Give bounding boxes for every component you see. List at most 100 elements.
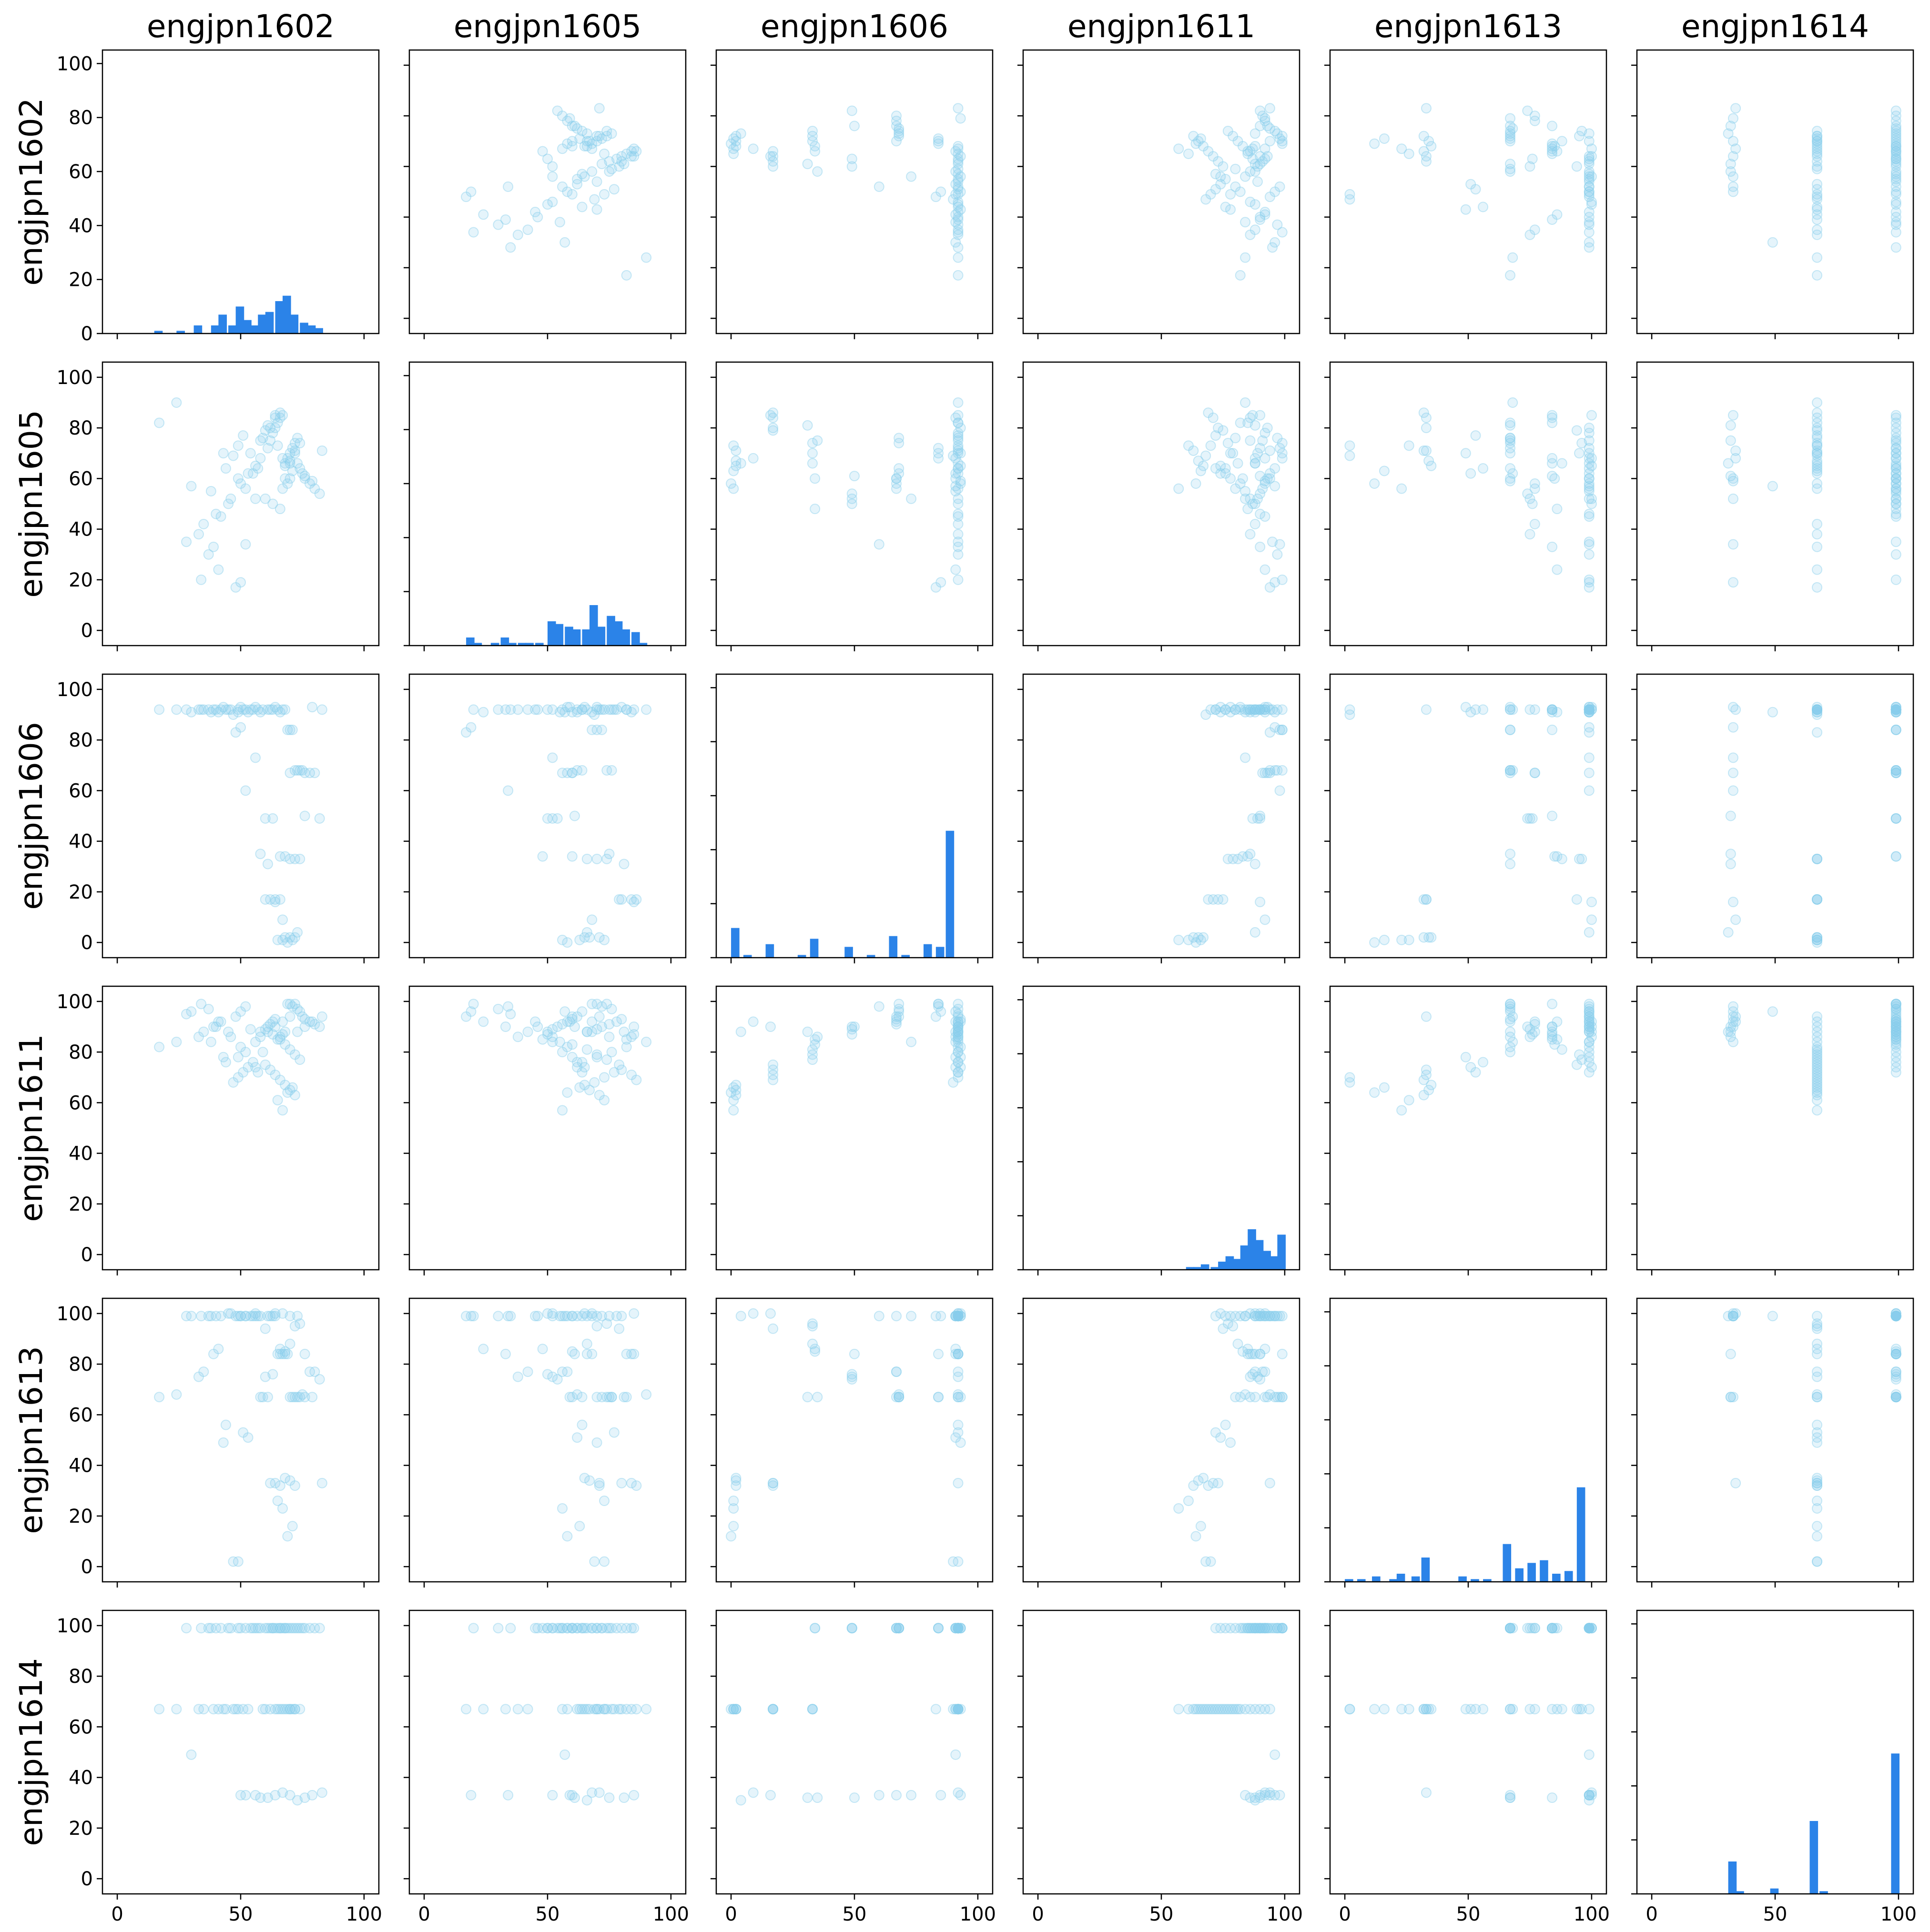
scatter-point-engjpn1614-engjpn1611-49 [1183,1704,1194,1715]
scatter-point-engjpn1606-engjpn1602-60 [154,704,165,715]
scatter-point-engjpn1602-engjpn1611-34 [1255,105,1266,116]
scatter-point-engjpn1605-engjpn1614-22 [1890,410,1901,421]
scatter-point-engjpn1614-engjpn1606-48 [731,1704,742,1715]
scatter-point-engjpn1605-engjpn1606-64 [953,541,964,552]
scatter-point-engjpn1614-engjpn1605-49 [599,1704,610,1715]
scatter-point-engjpn1611-engjpn1602-56 [243,1062,254,1072]
scatter-point-engjpn1613-engjpn1606-20 [953,1348,964,1359]
scatter-point-engjpn1602-engjpn1611-8 [1235,186,1246,197]
scatter-point-engjpn1602-engjpn1606-56 [950,179,961,190]
scatter-point-engjpn1602-engjpn1606-78 [953,103,964,114]
scatter-point-engjpn1602-engjpn1613-6 [1586,196,1597,207]
scatter-point-engjpn1613-engjpn1614-18 [1890,1311,1901,1322]
scatter-point-engjpn1614-engjpn1613-53 [1344,1704,1355,1715]
scatter-point-engjpn1614-engjpn1606-13 [953,1623,964,1634]
scatter-point-engjpn1614-engjpn1602-38 [280,1623,291,1634]
scatter-point-engjpn1606-engjpn1611-73 [1260,914,1270,925]
scatter-point-engjpn1602-engjpn1606-16 [953,159,964,170]
scatter-point-engjpn1606-engjpn1613-61 [1507,704,1518,715]
scatter-point-engjpn1611-engjpn1602-23 [280,1026,291,1037]
scatter-point-engjpn1602-engjpn1605-79 [559,237,570,248]
scatter-point-engjpn1605-engjpn1606-50 [728,483,739,494]
scatter-point-engjpn1602-engjpn1605-31 [567,121,578,131]
scatter-point-engjpn1606-engjpn1614-71 [1725,859,1736,870]
scatter-point-engjpn1602-engjpn1613-50 [1396,143,1407,154]
scatter-point-engjpn1611-engjpn1602-31 [299,1014,310,1025]
scatter-point-engjpn1605-engjpn1613-2 [1584,536,1595,547]
scatter-point-engjpn1606-engjpn1605-29 [577,765,588,776]
scatter-point-engjpn1606-engjpn1614-54 [1812,704,1823,715]
scatter-point-engjpn1614-engjpn1611-14 [1249,1623,1260,1634]
scatter-point-engjpn1611-engjpn1613-41 [1576,1054,1587,1065]
scatter-point-engjpn1602-engjpn1605-42 [614,161,625,172]
scatter-point-engjpn1606-engjpn1605-4 [532,704,543,715]
scatter-point-engjpn1606-engjpn1613-50 [1396,934,1407,945]
scatter-point-engjpn1605-engjpn1606-19 [955,423,966,434]
scatter-point-engjpn1614-engjpn1606-0 [953,1623,964,1634]
scatter-point-engjpn1606-engjpn1611-38 [1237,851,1248,862]
scatter-point-engjpn1613-engjpn1611-31 [1262,1392,1273,1403]
scatter-point-engjpn1605-engjpn1606-39 [807,458,818,469]
scatter-point-engjpn1606-engjpn1602-43 [265,894,276,905]
scatter-point-engjpn1613-engjpn1611-46 [1198,1473,1209,1484]
scatter-point-engjpn1611-engjpn1605-77 [564,1016,575,1027]
scatter-point-engjpn1611-engjpn1613-19 [1584,1014,1595,1025]
scatter-point-engjpn1611-engjpn1605-1 [493,1003,504,1014]
scatter-point-engjpn1614-engjpn1602-28 [292,1623,303,1634]
scatter-point-engjpn1602-engjpn1611-72 [1255,151,1266,162]
scatter-point-engjpn1606-engjpn1602-77 [307,702,318,713]
column-label-engjpn1611: engjpn1611 [1067,8,1255,45]
y-tick-label-engjpn1613-40: 40 [69,1455,93,1477]
scatter-point-engjpn1605-engjpn1614-40 [1812,448,1823,459]
scatter-point-engjpn1605-engjpn1602-46 [280,460,291,471]
scatter-point-engjpn1614-engjpn1605-14 [587,1623,598,1634]
scatter-point-engjpn1614-engjpn1611-16 [1255,1623,1266,1634]
scatter-point-engjpn1602-engjpn1613-4 [1584,212,1595,223]
scatter-point-engjpn1606-engjpn1602-62 [193,704,204,715]
scatter-point-engjpn1614-engjpn1613-5 [1586,1623,1597,1634]
scatter-point-engjpn1613-engjpn1602-32 [305,1366,315,1377]
scatter-point-engjpn1613-engjpn1602-6 [225,1308,236,1319]
scatter-point-engjpn1602-engjpn1606-54 [953,189,964,200]
y-tick-label-engjpn1614-100: 100 [57,1615,93,1637]
scatter-point-engjpn1611-engjpn1605-24 [587,999,598,1010]
x-tick-label-engjpn1605-50: 50 [536,1903,560,1925]
scatter-point-engjpn1613-engjpn1614-14 [1890,1311,1901,1322]
panel-engjpn1611-vs-engjpn1602 [154,999,327,1116]
scatter-point-engjpn1613-engjpn1602-74 [284,1311,295,1322]
scatter-point-engjpn1614-engjpn1605-35 [547,1623,558,1634]
scatter-point-engjpn1606-engjpn1602-58 [218,702,229,713]
scatter-point-engjpn1611-engjpn1606-61 [953,1036,964,1047]
scatter-point-engjpn1605-engjpn1611-26 [1274,443,1285,454]
scatter-point-engjpn1602-engjpn1605-55 [609,184,620,195]
scatter-point-engjpn1605-engjpn1614-76 [1725,471,1736,482]
scatter-point-engjpn1613-engjpn1611-35 [1252,1371,1263,1382]
scatter-point-engjpn1602-engjpn1613-49 [1403,148,1414,159]
scatter-point-engjpn1605-engjpn1602-42 [260,425,271,436]
scatter-point-engjpn1614-engjpn1606-58 [955,1704,966,1715]
scatter-point-engjpn1606-engjpn1614-65 [1812,707,1823,718]
scatter-point-engjpn1614-engjpn1605-24 [587,1623,598,1634]
scatter-point-engjpn1602-engjpn1613-20 [1547,148,1558,159]
scatter-point-engjpn1602-engjpn1605-57 [577,202,588,212]
scatter-point-engjpn1605-engjpn1614-28 [1890,433,1901,444]
scatter-point-engjpn1614-engjpn1606-8 [955,1623,966,1634]
scatter-point-engjpn1613-engjpn1614-6 [1890,1308,1901,1319]
scatter-point-engjpn1602-engjpn1614-66 [1812,192,1823,202]
axes-frame-engjpn1602-engjpn1605 [408,49,687,334]
scatter-point-engjpn1613-engjpn1606-1 [953,1311,964,1322]
scatter-point-engjpn1613-engjpn1606-44 [768,1477,779,1488]
scatter-point-engjpn1611-engjpn1605-30 [572,1011,583,1022]
scatter-point-engjpn1606-engjpn1605-3 [530,704,541,715]
scatter-point-engjpn1606-engjpn1602-67 [235,722,246,733]
scatter-point-engjpn1613-engjpn1614-63 [1812,1366,1823,1377]
scatter-point-engjpn1605-engjpn1613-78 [1421,445,1432,456]
scatter-point-engjpn1606-engjpn1611-14 [1249,707,1260,718]
scatter-point-engjpn1614-engjpn1606-69 [906,1790,917,1801]
scatter-point-engjpn1606-engjpn1611-22 [1247,704,1258,715]
scatter-point-engjpn1605-engjpn1611-27 [1277,438,1288,448]
histogram-bar-engjpn1606-11 [945,830,955,958]
scatter-point-engjpn1613-engjpn1605-20 [621,1348,632,1359]
scatter-point-engjpn1611-engjpn1606-3 [953,1016,964,1027]
scatter-point-engjpn1602-engjpn1611-52 [1195,133,1206,144]
